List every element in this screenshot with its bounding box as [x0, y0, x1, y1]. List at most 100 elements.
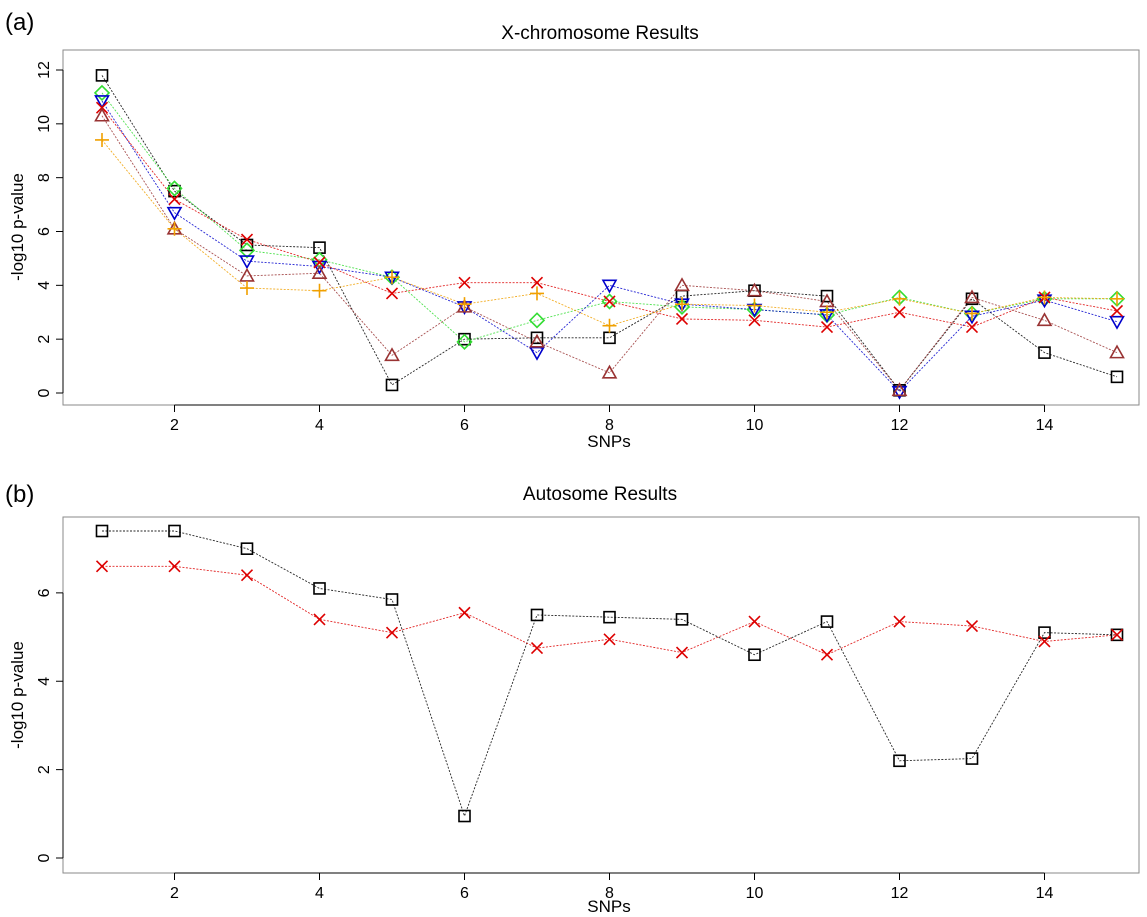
panel-a-series-2-point: [601, 279, 618, 294]
panel-b-series-0-point: [95, 524, 109, 538]
panel-b-series-0-point: [675, 613, 689, 626]
panel-a-series-4-point: [456, 298, 473, 313]
panel-a-series-4-point: [239, 267, 255, 282]
panel-b-series-0-point: [820, 615, 834, 628]
panel-a-series-1-point: [166, 180, 183, 197]
panel-a-series-4-point: [1036, 312, 1053, 327]
panel-b-series-1-point: [1110, 628, 1124, 641]
panel-a-series-5-point: [602, 318, 617, 333]
panel-b-series-0-point: [168, 524, 181, 538]
panel-b-series-0-point: [240, 542, 254, 555]
panel-a-series-4-point: [601, 364, 618, 379]
panel-a-series-5-point: [892, 291, 907, 306]
panel-b-series-0-point: [385, 593, 399, 606]
panel-a-series-3-point: [168, 193, 181, 206]
panel-b-x-tick-label: 10: [746, 885, 764, 902]
panel-b-series-0-point: [458, 809, 471, 823]
panel-a-series-5-point: [95, 132, 109, 147]
panel-b-series-0-point: [893, 754, 906, 768]
panel-b-series-1-point: [95, 560, 109, 573]
panel-b-x-tick-label: 12: [891, 885, 909, 902]
panel-a-series-2-point: [1109, 315, 1125, 330]
panel-a-series-2-line: [101, 100, 1118, 393]
panel-b-series-0-line: [102, 530, 1118, 818]
panel-a-x-tick-label: 14: [1036, 417, 1054, 434]
panel-a-series-2-point: [529, 346, 545, 361]
panel-a-series-1-line: [101, 92, 1117, 343]
panel-b-y-tick-label: 4: [36, 677, 53, 686]
panel-a-x-axis: 2 4 6 8 10 12 14: [170, 404, 1054, 434]
panel-a-series-0-point: [385, 378, 399, 392]
panel-a-series-4-point: [891, 382, 908, 397]
panel-b-series-0-point: [748, 648, 761, 662]
panel-a-series-2-point: [166, 206, 183, 221]
panel-a-series-5-point: [965, 306, 979, 321]
panel-a-series-4-point: [1109, 344, 1125, 359]
panel-a-series-4-point: [674, 277, 690, 292]
panel-a-series-3-point: [893, 306, 906, 319]
panel-a-series-5-point: [1037, 290, 1052, 305]
panel-a-title: X-chromosome Results: [501, 23, 698, 44]
panel-a-series-3-point: [385, 287, 399, 300]
panel-b-series-0-point: [313, 582, 326, 595]
panel-a-series-3-point: [965, 320, 979, 334]
panel-a-series-5-point: [747, 298, 762, 313]
panel-a-series-1-point: [601, 293, 618, 310]
panel-b-series-1-point: [530, 642, 544, 655]
panel-a-y-tick-label: 0: [36, 388, 53, 397]
panel-a-x-tick-label: 6: [460, 417, 469, 434]
panel-a-series-5-point: [167, 221, 182, 236]
panel-a-x-tick-label: 2: [170, 417, 179, 434]
panel-a-series-3-point: [820, 320, 834, 334]
panel-b-series-1-point: [240, 569, 254, 582]
panel-a-series-0-point: [95, 69, 109, 82]
panel-a-series-0-point: [458, 332, 471, 346]
panel-a-x-axis-label: SNPs: [587, 432, 630, 451]
panel-a-series-3-point: [458, 276, 471, 289]
panel-a-series-0-point: [530, 331, 544, 345]
panel-a-series-5-point: [240, 281, 254, 296]
panel-b-series-1-point: [385, 626, 399, 639]
panel-a-series-0-point: [1110, 370, 1124, 384]
panel-b-chart: (b) Autosome Results 0 2 4 6 2 4 6 8 10 12 14 SNP…: [5, 481, 1140, 916]
panel-a-series-0-point: [1038, 346, 1051, 359]
panel-b-series-1-line: [102, 565, 1118, 656]
panel-a-y-axis: 0 2 4 6 8 10 12: [36, 61, 64, 397]
panel-a-plot-frame: [62, 49, 1140, 406]
panel-a-y-tick-label: 2: [36, 335, 53, 344]
panel-a-series-1-point: [93, 84, 111, 102]
panel-b-series-1-point: [965, 619, 979, 633]
panel-a-series-5-point: [385, 270, 399, 285]
panel-b-x-axis: 2 4 6 8 10 12 14: [170, 872, 1054, 902]
panel-b-y-axis-label: -log10 p-value: [8, 641, 27, 749]
panel-a-series-5-point: [820, 305, 834, 320]
panel-a-x-tick-label: 8: [605, 417, 614, 434]
panel-b-series-1-point: [168, 560, 181, 573]
panel-a-series-3-point: [748, 314, 761, 327]
panel-b-series-1-point: [458, 606, 471, 619]
panel-a-series-0-point: [603, 331, 616, 345]
panel-a-series-2-point: [891, 385, 908, 400]
panel-a-series-2-point: [94, 95, 110, 110]
panel-b-label: (b): [5, 481, 34, 508]
panel-a-series-1-point: [528, 312, 546, 329]
panel-a-series-4-point: [746, 282, 763, 297]
panel-a-series-5-point: [312, 283, 327, 298]
panel-b-series-1-point: [1038, 635, 1051, 648]
panel-a-series-5-point: [675, 297, 689, 312]
panel-a-series-5-point: [457, 297, 472, 312]
panel-a-series-5-point: [530, 286, 544, 301]
panel-a-series-4-point: [94, 107, 110, 122]
panel-a-series-4-point: [529, 333, 545, 348]
panel-b-y-axis: 0 2 4 6: [36, 588, 64, 862]
panel-a-series-4-line: [101, 115, 1118, 392]
panel-b-series-lines: [102, 530, 1118, 818]
panel-b-series-markers: [95, 524, 1124, 823]
panel-a-series-0-point: [820, 289, 834, 303]
panel-a-series-markers: [93, 69, 1126, 400]
panel-a-series-0-line: [101, 75, 1118, 392]
panel-b-series-0-point: [965, 752, 979, 765]
panel-a-x-tick-label: 10: [746, 417, 764, 434]
panel-b-x-tick-label: 2: [170, 885, 179, 902]
panel-a-series-4-point: [384, 347, 400, 362]
